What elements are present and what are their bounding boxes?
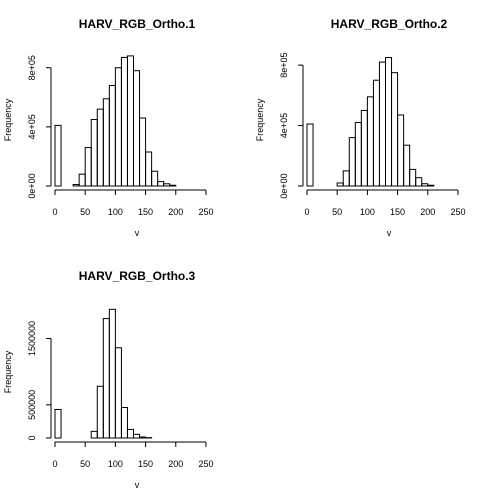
y-axis: 0 500000 1500000 bbox=[27, 321, 52, 441]
histogram-bar bbox=[114, 347, 122, 439]
x-tick-label: 0 bbox=[52, 207, 57, 217]
histogram-bar bbox=[126, 428, 134, 439]
histogram-bar bbox=[427, 184, 435, 187]
x-tick-label: 150 bbox=[138, 459, 153, 469]
x-tick-label: 250 bbox=[198, 207, 213, 217]
x-axis-label: v bbox=[135, 480, 140, 490]
y-tick-label: 8e+05 bbox=[279, 52, 289, 77]
histogram-bar bbox=[403, 144, 411, 187]
y-tick-label: 0 bbox=[27, 435, 37, 440]
histogram-panel-2: HARV_RGB_Ortho.2 v Frequency 0 50 100 150 20… bbox=[255, 17, 465, 238]
histogram-bar bbox=[133, 433, 141, 439]
bars-group bbox=[54, 308, 153, 439]
y-axis: 0e+00 4e+05 8e+05 bbox=[27, 55, 52, 199]
histogram-bar bbox=[169, 184, 177, 187]
histogram-panel-1: HARV_RGB_Ortho.1 v Frequency 0 50 100 150 20… bbox=[3, 17, 213, 238]
histogram-panel-3: HARV_RGB_Ortho.3 v Frequency 0 50 100 150 20… bbox=[3, 269, 213, 490]
bars-group bbox=[306, 57, 435, 187]
histogram-bar bbox=[306, 123, 314, 187]
chart-title: HARV_RGB_Ortho.1 bbox=[79, 17, 196, 31]
histogram-bar bbox=[151, 170, 159, 187]
x-tick-label: 100 bbox=[108, 207, 123, 217]
y-tick-label: 0e+00 bbox=[279, 173, 289, 198]
histogram-bar bbox=[54, 408, 62, 439]
y-tick-label: 4e+05 bbox=[27, 114, 37, 139]
bars-group bbox=[54, 55, 177, 187]
x-tick-label: 50 bbox=[80, 459, 90, 469]
x-axis: 0 50 100 150 200 250 bbox=[304, 189, 465, 217]
y-tick-label: 1500000 bbox=[27, 321, 37, 356]
x-tick-label: 200 bbox=[168, 207, 183, 217]
histogram-bar bbox=[139, 436, 147, 439]
x-tick-label: 150 bbox=[138, 207, 153, 217]
y-tick-label: 500000 bbox=[27, 390, 37, 420]
x-axis-label: v bbox=[135, 228, 140, 238]
y-axis-label: Frequency bbox=[3, 98, 13, 141]
x-tick-label: 0 bbox=[304, 207, 309, 217]
x-tick-label: 200 bbox=[168, 459, 183, 469]
x-tick-label: 100 bbox=[108, 459, 123, 469]
x-axis-label: v bbox=[387, 228, 392, 238]
x-tick-label: 250 bbox=[198, 459, 213, 469]
histogram-bar bbox=[54, 124, 62, 187]
chart-title: HARV_RGB_Ortho.3 bbox=[79, 269, 196, 283]
chart-title: HARV_RGB_Ortho.2 bbox=[331, 17, 448, 31]
x-tick-label: 150 bbox=[390, 207, 405, 217]
x-axis: 0 50 100 150 200 250 bbox=[52, 441, 213, 469]
x-tick-label: 50 bbox=[80, 207, 90, 217]
y-axis-label: Frequency bbox=[255, 98, 265, 141]
x-tick-label: 50 bbox=[332, 207, 342, 217]
x-tick-label: 0 bbox=[52, 459, 57, 469]
x-tick-label: 200 bbox=[420, 207, 435, 217]
x-tick-label: 250 bbox=[450, 207, 465, 217]
x-axis: 0 50 100 150 200 250 bbox=[52, 189, 213, 217]
y-tick-label: 8e+05 bbox=[27, 55, 37, 80]
histogram-bar bbox=[120, 406, 128, 439]
y-tick-label: 0e+00 bbox=[27, 173, 37, 198]
x-tick-label: 100 bbox=[360, 207, 375, 217]
y-axis: 0e+00 4e+05 8e+05 bbox=[279, 52, 304, 199]
y-axis-label: Frequency bbox=[3, 350, 13, 393]
y-tick-label: 4e+05 bbox=[279, 113, 289, 138]
histogram-bar bbox=[145, 151, 153, 187]
histogram-bar bbox=[415, 177, 423, 187]
